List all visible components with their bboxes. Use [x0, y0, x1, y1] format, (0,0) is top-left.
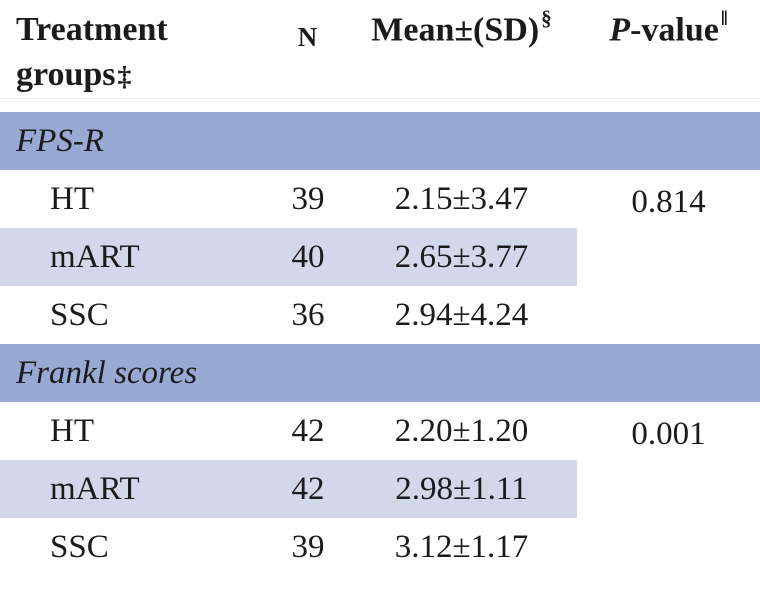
section-header-row-frankl: Frankl scores — [0, 344, 760, 403]
table-row: SSC 39 3.12±1.17 — [0, 518, 760, 576]
section-label: Frankl scores — [0, 344, 760, 403]
cell-n: 39 — [291, 528, 325, 565]
cell-mean-sd: 2.20±1.20 — [394, 412, 529, 449]
table-row: mART 42 2.98±1.11 — [0, 460, 760, 519]
cell-mean-sd: 3.12±1.17 — [394, 528, 529, 565]
table-header-row: Treatment groups‡ N Mean±(SD)§ P-value‖ — [0, 0, 760, 99]
cell-mean-sd: 2.94±4.24 — [394, 296, 529, 333]
header-n-label: N — [297, 22, 319, 52]
section-label: FPS-R — [0, 112, 760, 171]
header-gap — [0, 98, 760, 112]
cell-p-value: 0.001 — [577, 402, 760, 577]
footnote-marker-double-dagger: ‡ — [117, 60, 132, 92]
cell-mean-sd: 2.15±3.47 — [394, 180, 529, 217]
cell-group: mART — [0, 228, 270, 287]
table-row: SSC 36 2.94±4.24 — [0, 286, 760, 344]
header-mean-sd: Mean±(SD)§ — [346, 0, 577, 99]
cell-group: HT — [50, 180, 94, 217]
table-row: mART 40 2.65±3.77 — [0, 228, 760, 287]
header-p-italic: P — [609, 11, 631, 49]
header-treatment-groups: Treatment groups‡ — [0, 0, 270, 99]
table-row: HT 42 2.20±1.20 0.001 — [0, 402, 760, 577]
header-mean-sd-label: Mean±(SD) — [371, 11, 540, 49]
cell-group: SSC — [50, 296, 109, 333]
cell-mean-sd: 2.98±1.11 — [346, 460, 577, 519]
cell-n: 42 — [291, 412, 325, 449]
cell-group: mART — [0, 460, 270, 519]
header-treatment-line2: groups — [16, 55, 116, 93]
cell-group: SSC — [50, 528, 109, 565]
cell-n: 42 — [270, 460, 346, 519]
header-p-value: P-value‖ — [577, 0, 760, 99]
header-n: N — [270, 0, 346, 99]
cell-mean-sd: 2.65±3.77 — [346, 228, 577, 287]
cell-p-value: 0.814 — [577, 170, 760, 345]
table-row: HT 39 2.15±3.47 0.814 — [0, 170, 760, 345]
footnote-marker-double-bar: ‖ — [720, 5, 728, 30]
table-header: Treatment groups‡ N Mean±(SD)§ P-value‖ — [0, 0, 760, 99]
cell-group: HT — [50, 412, 94, 449]
header-treatment-line1: Treatment — [16, 11, 168, 48]
bottom-padding — [0, 576, 760, 588]
header-p-rest: -value — [630, 11, 719, 49]
section-header-row-fps-r: FPS-R — [0, 112, 760, 171]
cell-n: 39 — [291, 180, 325, 217]
cell-n: 36 — [291, 296, 325, 333]
table-body: FPS-R HT 39 2.15±3.47 0.814 mART 40 2.65… — [0, 98, 760, 588]
footnote-marker-section-sign: § — [541, 5, 552, 30]
cell-n: 40 — [270, 228, 346, 287]
